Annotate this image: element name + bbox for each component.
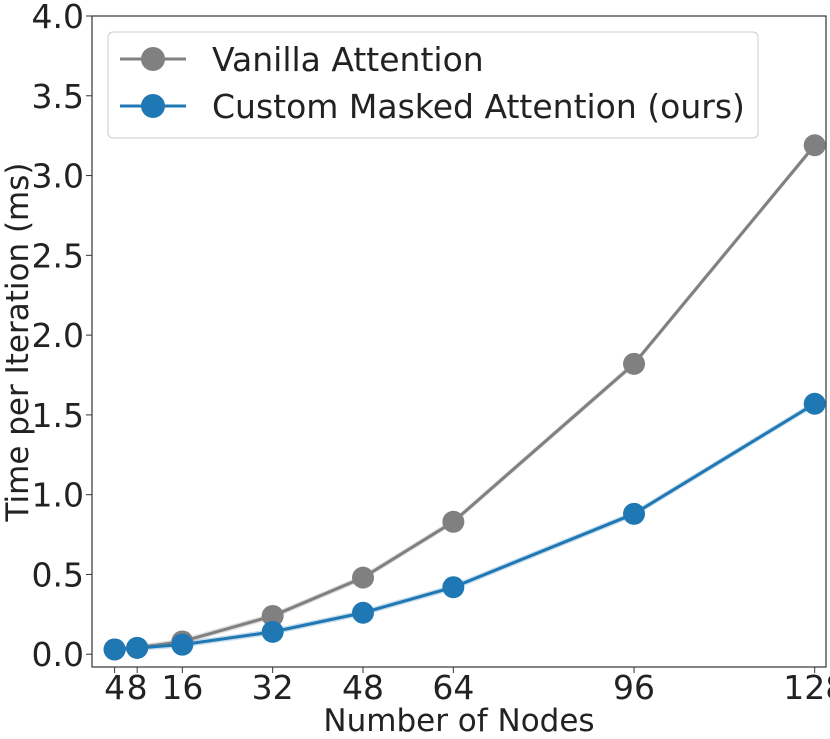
x-tick-label: 4 [104,668,125,707]
series-1-point-4 [352,601,375,624]
y-tick-label: 1.0 [32,476,84,515]
series-0-point-7 [803,134,826,157]
x-tick-label: 96 [613,668,655,707]
x-axis-ticks: 48 16 32 48 64 96 128 [104,667,830,707]
y-axis-ticks: 0.0 0.5 1.0 1.5 2.0 2.5 3.0 3.5 4.0 [32,0,92,674]
series-0-point-3 [261,604,284,627]
series-markers [103,134,826,661]
legend-marker-custom [141,94,165,118]
series-0-point-4 [352,566,375,589]
series-1-point-5 [442,576,465,599]
series-1-point-1 [126,636,149,659]
x-tick-label: 32 [252,668,294,707]
y-tick-label: 3.0 [32,157,84,196]
y-tick-label: 4.0 [32,0,84,36]
y-tick-label: 1.5 [32,396,84,435]
series-1-point-3 [261,620,284,643]
x-tick-label: 48 [342,668,384,707]
y-tick-label: 3.5 [32,77,84,116]
x-tick-label: 64 [432,668,474,707]
x-tick-label: 16 [161,668,203,707]
series-0-point-6 [623,352,646,375]
legend: Vanilla Attention Custom Masked Attentio… [107,31,759,139]
series-0-point-5 [442,510,465,533]
x-tick-label: 128 [783,668,830,707]
y-tick-label: 2.0 [32,316,84,355]
legend-marker-vanilla [141,47,165,71]
y-axis-label: Time per Iteration (ms) [0,163,36,523]
legend-label-vanilla: Vanilla Attention [212,40,484,79]
legend-box [107,31,759,139]
x-tick-label: 8 [127,668,148,707]
series-1-point-6 [623,502,646,525]
legend-label-custom: Custom Masked Attention (ours) [212,87,745,126]
y-tick-label: 2.5 [32,236,84,275]
series-1-point-7 [803,392,826,415]
series-1-point-0 [103,638,126,661]
series-1-point-2 [171,633,194,656]
y-tick-label: 0.5 [32,555,84,594]
x-axis-label: Number of Nodes [323,703,594,739]
y-tick-label: 0.0 [32,635,84,674]
